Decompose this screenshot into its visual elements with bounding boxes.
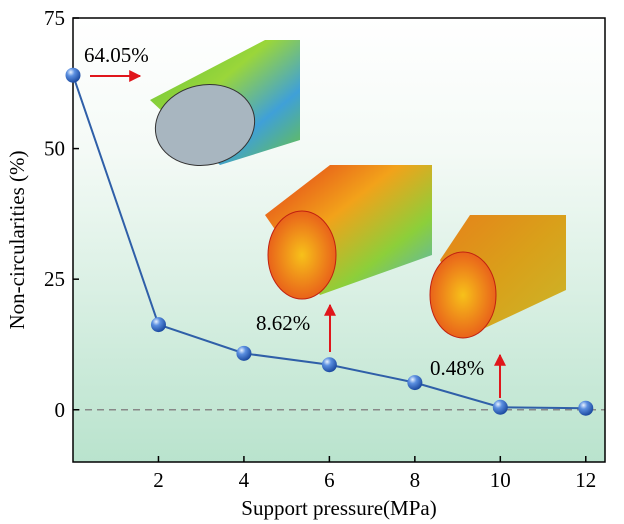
annotation: 64.05% — [84, 43, 149, 67]
page: {"chart_data": {"type": "line", "x_label… — [0, 0, 624, 524]
y-tick-label: 50 — [44, 137, 65, 161]
x-tick-label: 10 — [490, 468, 511, 492]
x-axis-label: Support pressure(MPa) — [241, 496, 436, 520]
data-point — [493, 400, 508, 415]
x-tick-label: 2 — [153, 468, 164, 492]
annotation: 0.48% — [430, 356, 484, 380]
tube-opening — [268, 211, 336, 299]
y-tick-label: 25 — [44, 267, 65, 291]
y-tick-label: 0 — [55, 398, 66, 422]
data-point — [236, 346, 251, 361]
y-tick-label: 75 — [44, 6, 65, 30]
y-axis-label: Non-circularities (%) — [5, 150, 29, 329]
data-point — [151, 317, 166, 332]
chart: 64.05% 8.62% 0.48% Support pressure(MPa)… — [0, 0, 624, 524]
x-tick-label: 8 — [410, 468, 421, 492]
x-tick-label: 4 — [239, 468, 250, 492]
data-point — [66, 68, 81, 83]
data-point — [578, 401, 593, 416]
data-point — [407, 375, 422, 390]
data-point — [322, 357, 337, 372]
x-tick-label: 12 — [575, 468, 596, 492]
tube-opening — [430, 252, 496, 338]
annotation: 8.62% — [256, 311, 310, 335]
x-tick-label: 6 — [324, 468, 335, 492]
